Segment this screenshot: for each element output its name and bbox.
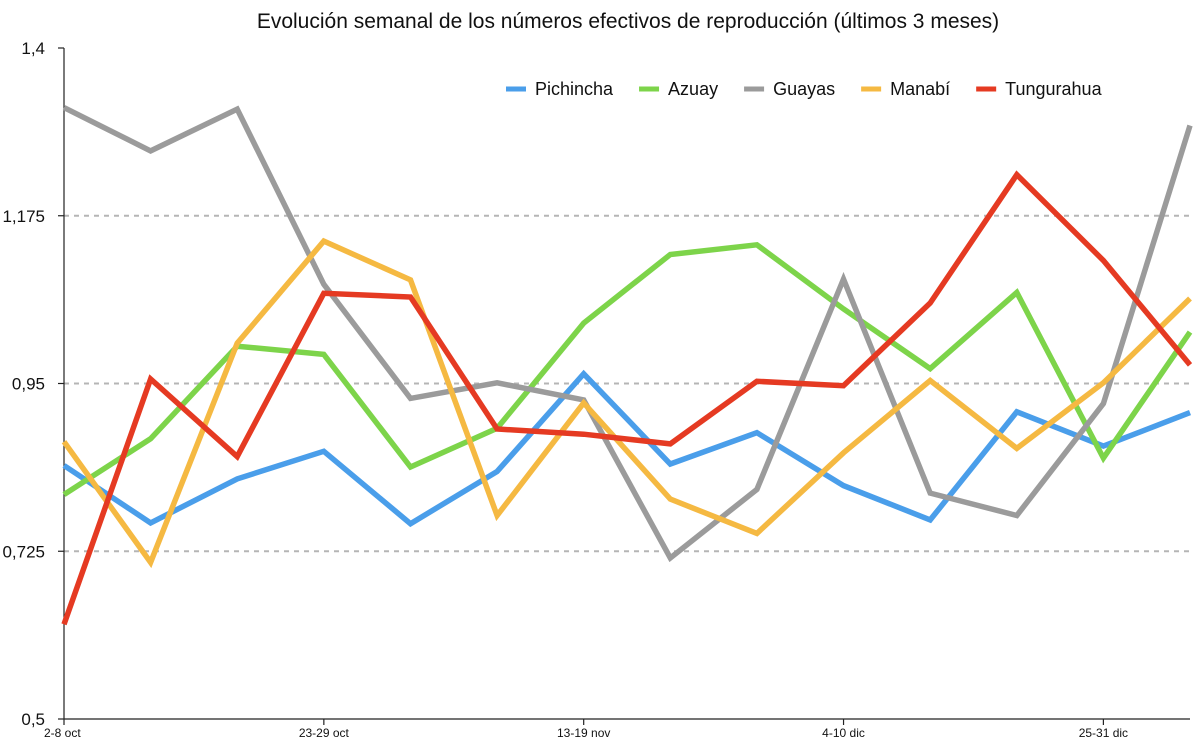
legend-item: Guayas — [744, 79, 835, 99]
x-tick-label: 25-31 dic — [1079, 726, 1128, 740]
series-line-guayas — [62, 105, 1193, 563]
chart-title: Evolución semanal de los números efectiv… — [256, 10, 1000, 33]
x-tick-label: 4-10 dic — [822, 726, 865, 740]
legend-item: Tungurahua — [976, 79, 1103, 99]
legend-label: Azuay — [668, 79, 718, 99]
x-tick-label: 2-8 oct — [44, 726, 81, 740]
x-axis-ticks: 2-8 oct 23-29 oct 13-19 nov 4-10 dic 25-31 d… — [44, 719, 1128, 740]
x-tick-label: 13-19 nov — [557, 726, 610, 740]
legend-item: Azuay — [639, 79, 718, 99]
y-tick-label: 0,725 — [2, 542, 45, 561]
legend-label: Tungurahua — [1005, 79, 1102, 99]
series-line-azuay — [62, 241, 1193, 497]
legend-item: Pichincha — [506, 79, 614, 99]
y-tick-label: 1,4 — [21, 39, 45, 58]
series-lines — [61, 105, 1193, 626]
series-line-tungurahua — [61, 170, 1193, 626]
gridlines — [64, 214, 1190, 553]
y-tick-label: 0,95 — [12, 375, 45, 394]
legend-label: Pichincha — [535, 79, 614, 99]
legend-item: Manabí — [861, 79, 950, 99]
legend: Pichincha Azuay Guayas Manabí Tungurahua — [506, 79, 1103, 99]
legend-label: Manabí — [890, 79, 950, 99]
series-line-pichincha — [62, 369, 1191, 528]
legend-label: Guayas — [773, 79, 835, 99]
y-tick-label: 0,5 — [21, 710, 45, 729]
series-line-manab — [61, 237, 1192, 569]
x-tick-label: 23-29 oct — [299, 726, 350, 740]
y-axis-ticks: 0,5 0,725 0,95 1,175 1,4 — [2, 39, 64, 729]
y-tick-label: 1,175 — [2, 207, 45, 226]
